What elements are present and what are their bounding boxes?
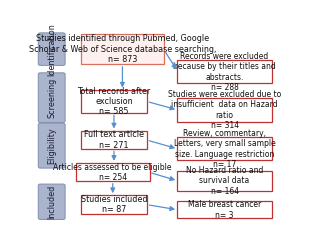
FancyBboxPatch shape: [80, 90, 147, 113]
Text: Male breast cancer
n= 3: Male breast cancer n= 3: [188, 200, 261, 220]
FancyBboxPatch shape: [177, 201, 272, 219]
FancyBboxPatch shape: [38, 73, 65, 123]
FancyBboxPatch shape: [177, 171, 272, 191]
Text: Studies identified through Pubmed, Google
Scholar & Web of Science database sear: Studies identified through Pubmed, Googl…: [29, 34, 216, 64]
FancyBboxPatch shape: [38, 184, 65, 219]
Text: Full text article
n= 271: Full text article n= 271: [84, 130, 144, 150]
Text: Records were excluded
because by their titles and
abstracts.
n= 288: Records were excluded because by their t…: [173, 52, 276, 92]
Text: No Hazard ratio and
survival data
n= 164: No Hazard ratio and survival data n= 164: [186, 166, 263, 196]
FancyBboxPatch shape: [177, 138, 272, 161]
Text: Total records after
exclusion
n= 585: Total records after exclusion n= 585: [77, 86, 151, 116]
Text: Studies included
n= 87: Studies included n= 87: [81, 195, 147, 214]
Text: Review, commentary,
Letters, very small sample
size. Language restriction
n= 17: Review, commentary, Letters, very small …: [174, 129, 275, 169]
Text: Articles assessed to be eligible
n= 254: Articles assessed to be eligible n= 254: [53, 163, 172, 182]
Text: Identification: Identification: [47, 23, 56, 76]
FancyBboxPatch shape: [38, 33, 65, 65]
Text: Eligibility: Eligibility: [47, 127, 56, 164]
FancyBboxPatch shape: [38, 123, 65, 168]
Text: Screening: Screening: [47, 78, 56, 118]
FancyBboxPatch shape: [177, 99, 272, 122]
FancyBboxPatch shape: [80, 131, 147, 149]
FancyBboxPatch shape: [177, 61, 272, 83]
FancyBboxPatch shape: [76, 163, 150, 181]
Text: Studies were excluded due to
insufficient  data on Hazard
ratio
n= 314: Studies were excluded due to insufficien…: [168, 90, 281, 130]
FancyBboxPatch shape: [80, 34, 164, 64]
Text: Included: Included: [47, 185, 56, 219]
FancyBboxPatch shape: [80, 195, 147, 214]
